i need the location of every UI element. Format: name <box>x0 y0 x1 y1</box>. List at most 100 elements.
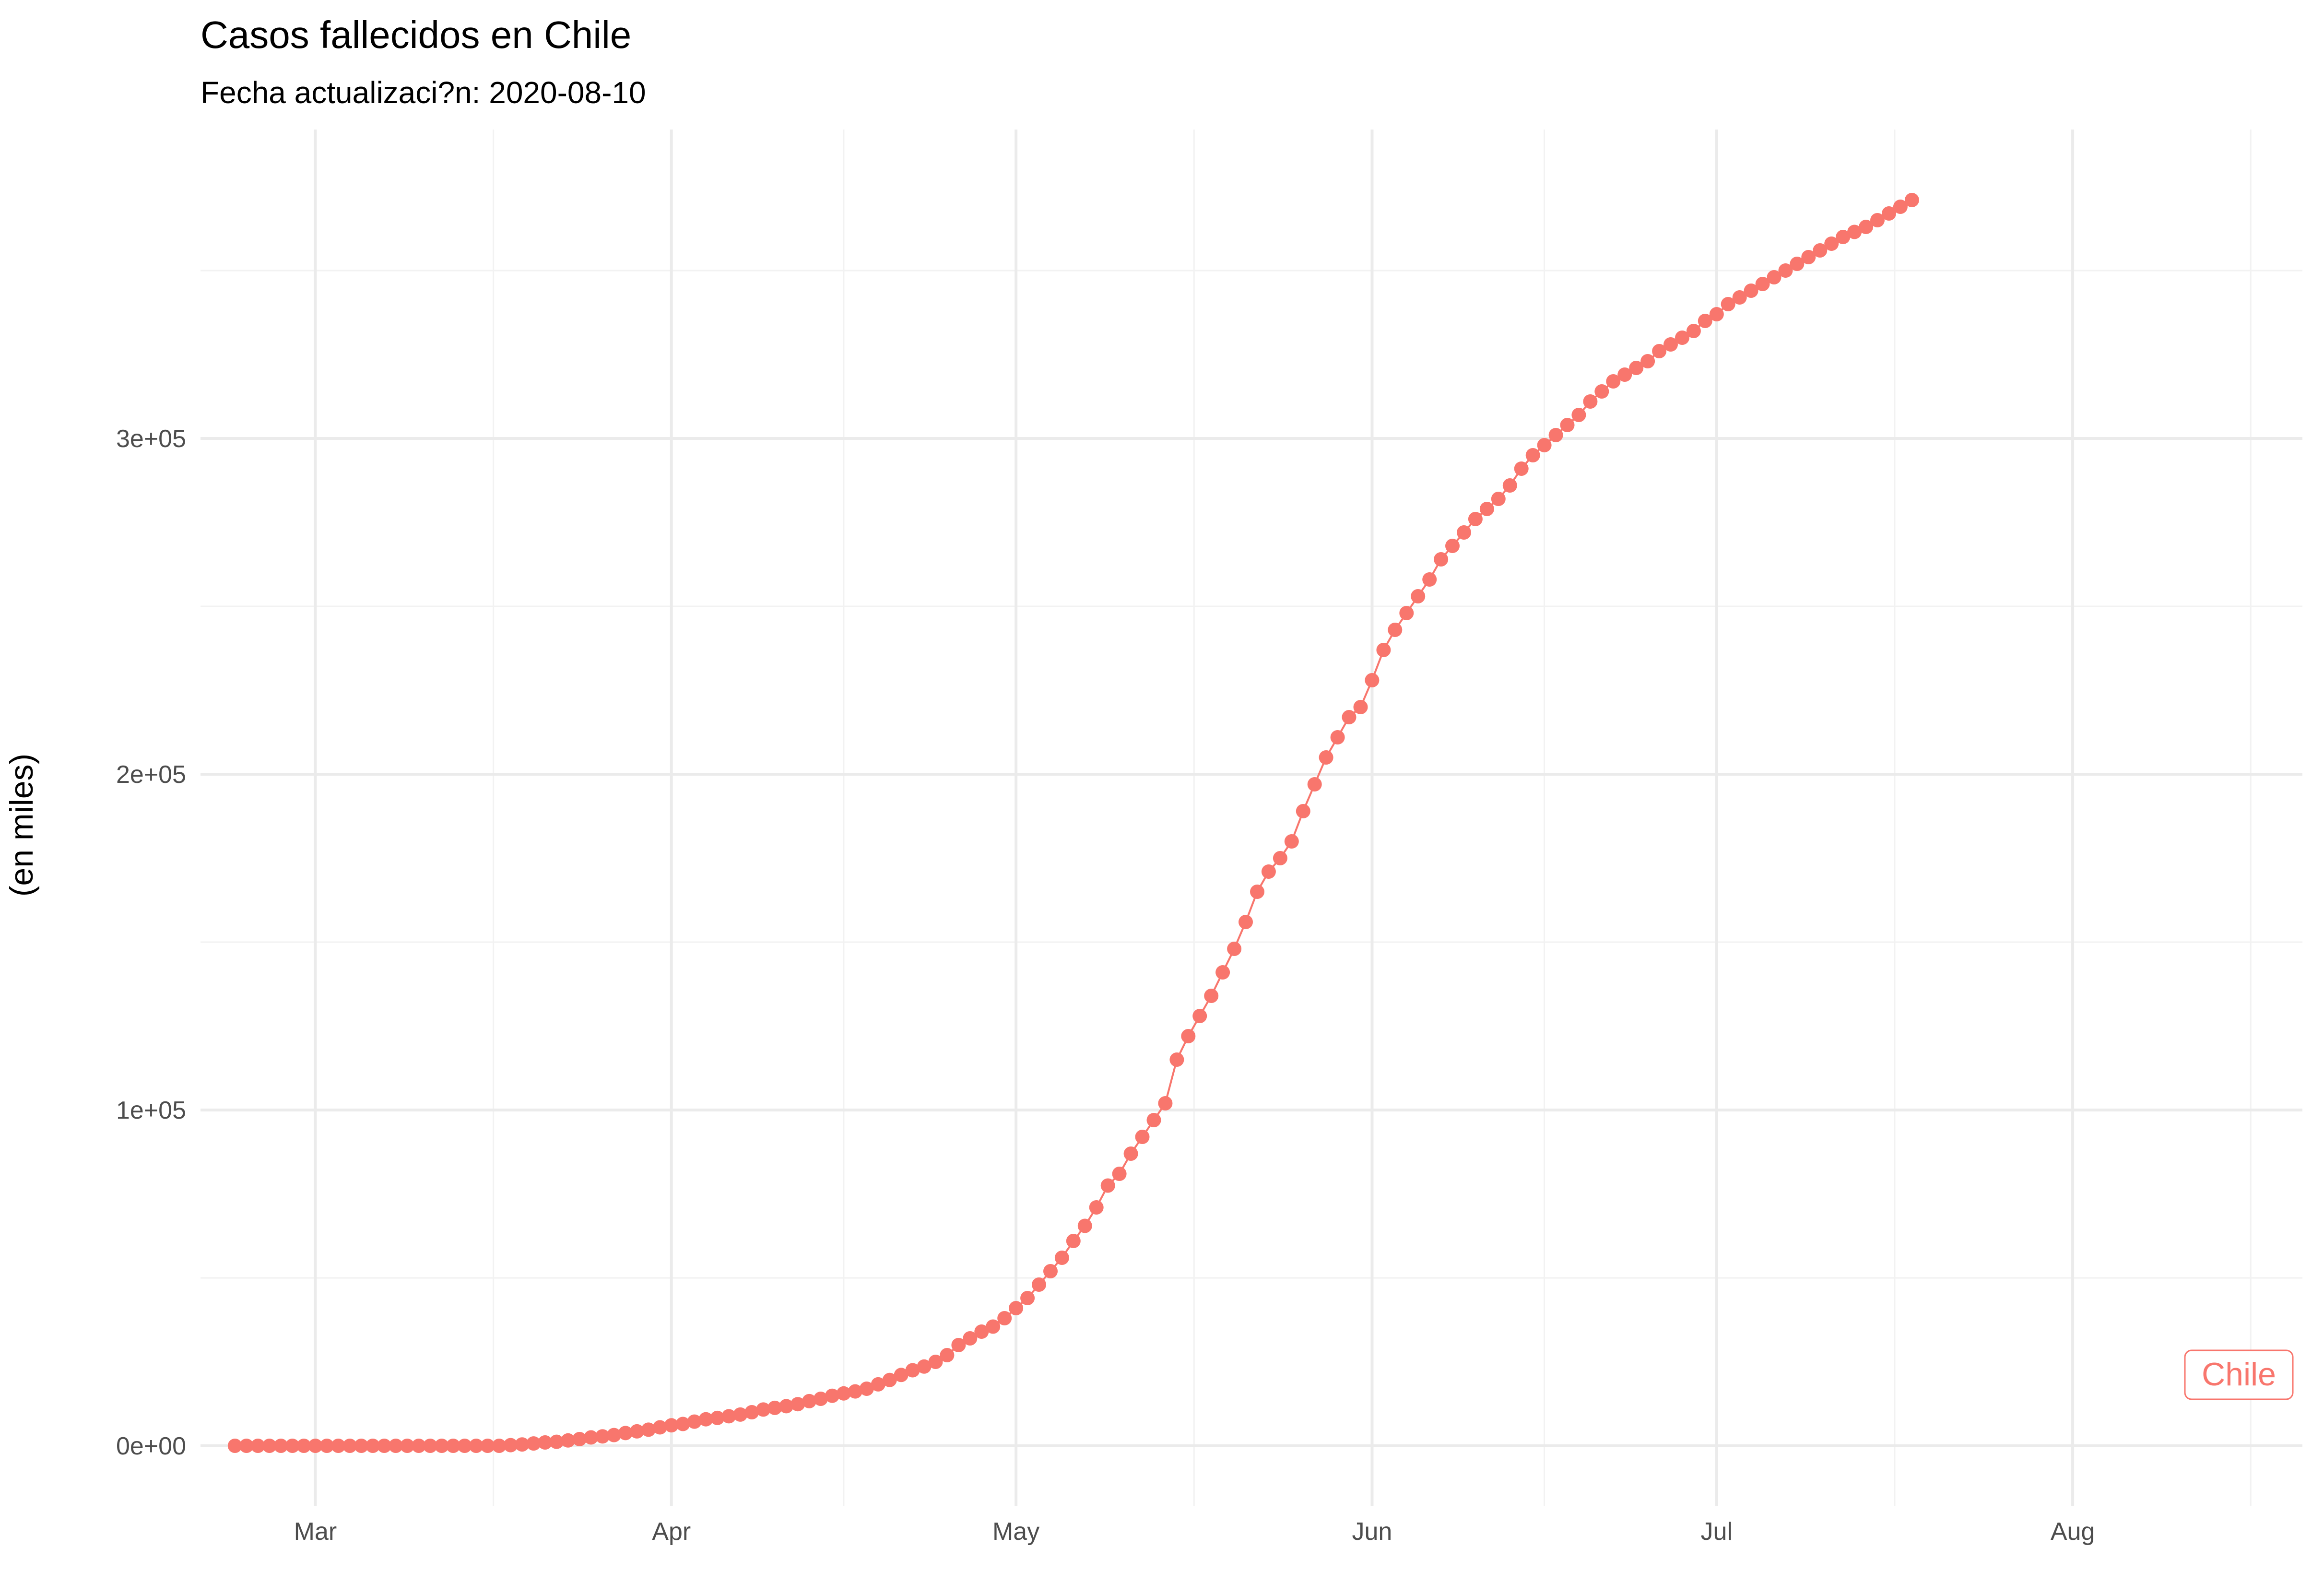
data-point <box>1158 1096 1173 1110</box>
data-point <box>1801 250 1816 264</box>
data-point <box>1192 1009 1207 1023</box>
data-point <box>917 1359 932 1374</box>
data-point <box>1135 1130 1150 1144</box>
data-point <box>1721 297 1735 311</box>
data-point <box>940 1348 955 1362</box>
data-point <box>905 1363 920 1378</box>
data-point <box>331 1439 346 1453</box>
data-point <box>997 1311 1012 1325</box>
data-point <box>1215 965 1230 980</box>
data-point <box>1847 224 1862 239</box>
data-point <box>963 1331 978 1346</box>
data-point <box>1273 851 1287 865</box>
data-point <box>561 1433 576 1448</box>
data-point <box>273 1439 288 1453</box>
data-point <box>1537 438 1552 452</box>
data-point <box>1675 331 1689 345</box>
data-point <box>354 1439 369 1453</box>
data-point <box>1732 290 1747 305</box>
data-point <box>1239 915 1253 929</box>
data-point <box>675 1417 690 1431</box>
data-point <box>434 1439 449 1453</box>
data-point <box>469 1439 484 1453</box>
data-point <box>664 1418 679 1433</box>
data-point <box>1870 213 1885 227</box>
data-point <box>1100 1178 1115 1193</box>
data-point <box>1571 408 1586 422</box>
data-point <box>1296 804 1310 818</box>
data-point <box>1663 337 1678 352</box>
y-tick-label: 1e+05 <box>116 1097 186 1124</box>
data-point <box>1020 1291 1035 1305</box>
data-point <box>1204 989 1219 1003</box>
data-point <box>1077 1218 1092 1233</box>
data-point <box>1330 730 1345 744</box>
data-point <box>1250 885 1264 899</box>
data-point <box>825 1388 839 1403</box>
data-point <box>526 1436 541 1451</box>
data-point <box>951 1338 966 1352</box>
data-point <box>1560 418 1575 432</box>
data-point <box>1514 461 1529 476</box>
data-point <box>1652 344 1667 358</box>
data-point <box>1594 384 1609 399</box>
data-point <box>1617 367 1632 382</box>
y-tick-label: 3e+05 <box>116 425 186 453</box>
series-chile <box>227 193 1919 1453</box>
data-point <box>262 1439 277 1453</box>
data-point <box>986 1319 1001 1334</box>
data-point <box>1502 478 1517 493</box>
data-point <box>1112 1167 1127 1181</box>
data-point <box>285 1439 300 1453</box>
data-point <box>698 1412 713 1427</box>
data-point <box>1836 230 1851 244</box>
data-point <box>1365 673 1380 687</box>
end-label-text: Chile <box>2202 1356 2276 1393</box>
y-tick-label: 0e+00 <box>116 1432 186 1460</box>
data-point <box>1813 243 1828 258</box>
data-point <box>1032 1277 1046 1292</box>
data-point <box>1824 236 1839 251</box>
data-point <box>1525 448 1540 462</box>
x-tick-label: Jun <box>1352 1518 1392 1546</box>
data-point <box>538 1435 553 1450</box>
data-point <box>882 1372 897 1387</box>
data-point <box>1606 374 1621 389</box>
data-point <box>1491 492 1506 506</box>
data-point <box>1479 502 1494 516</box>
data-point <box>1698 314 1712 328</box>
data-point <box>1629 361 1644 375</box>
x-tick-label: Aug <box>2051 1518 2095 1546</box>
data-point <box>1054 1251 1069 1265</box>
data-point <box>1009 1301 1024 1315</box>
data-point <box>239 1439 254 1453</box>
x-tick-label: May <box>992 1518 1039 1546</box>
data-point <box>342 1439 357 1453</box>
data-point <box>296 1439 311 1453</box>
data-point <box>227 1439 242 1453</box>
data-point <box>446 1439 460 1453</box>
data-point <box>515 1437 530 1452</box>
data-point <box>366 1439 380 1453</box>
data-point <box>480 1439 495 1453</box>
data-point <box>814 1392 828 1406</box>
data-point <box>974 1324 989 1339</box>
data-point <box>1261 864 1276 879</box>
data-point <box>308 1439 323 1453</box>
data-point <box>779 1399 794 1414</box>
data-point <box>457 1439 472 1453</box>
data-point <box>1445 539 1460 553</box>
data-point <box>1123 1146 1138 1161</box>
data-point <box>1904 193 1919 207</box>
data-point <box>744 1405 759 1419</box>
data-point <box>1066 1234 1081 1248</box>
data-point <box>377 1439 392 1453</box>
data-point <box>250 1439 265 1453</box>
data-point <box>1859 220 1874 234</box>
tick-labels: 0e+00 1e+05 2e+05 3e+05 Mar Apr May Jun Jul Aug <box>116 425 2095 1546</box>
data-point <box>1434 552 1449 567</box>
data-point <box>871 1377 885 1392</box>
data-point <box>423 1439 437 1453</box>
data-point <box>1399 606 1414 620</box>
data-point <box>1790 257 1805 271</box>
